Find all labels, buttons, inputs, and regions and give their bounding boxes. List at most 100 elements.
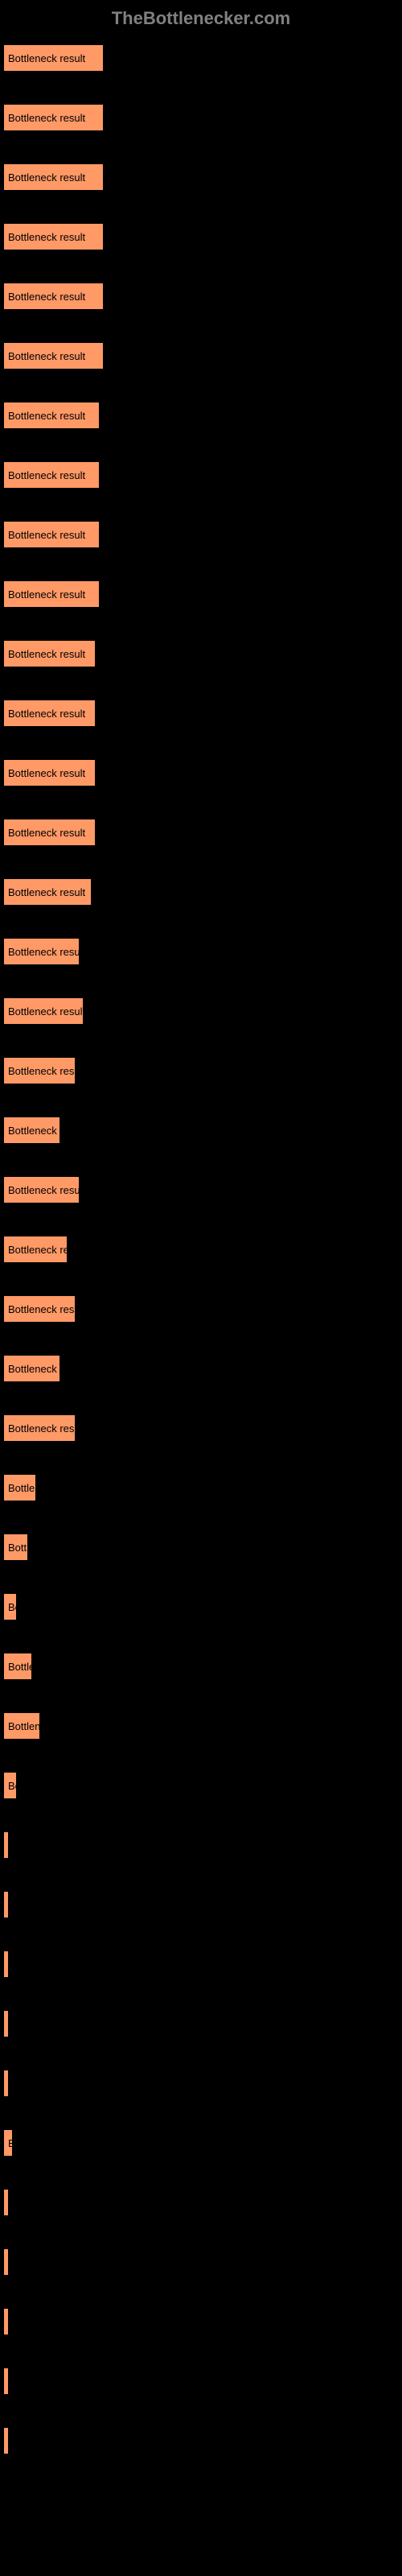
bar: Bottleneck result [4, 2309, 8, 2334]
bar-label: Bottleneck result [8, 588, 85, 601]
bar: Bottleneck result [4, 1594, 16, 1620]
bar-row: Bottleneck result [4, 402, 398, 428]
bar-label: Bottleneck result [8, 529, 85, 541]
bar-label: Bottleneck result [8, 291, 85, 303]
bar-chart: Bottleneck result Bottleneck result Bottle… [0, 37, 402, 2496]
bar: Bottleneck result [4, 2011, 8, 2037]
bar-row: Bottleneck result [4, 462, 398, 488]
bar: Bottleneck result [4, 1117, 59, 1143]
bar: Bottleneck result [4, 641, 95, 667]
bar-row: Bottleneck result [4, 2190, 398, 2215]
bar-label: Bottleneck result [8, 1661, 31, 1673]
bar-label: Bottleneck result [8, 231, 85, 243]
bar-label: Bottleneck result [8, 1482, 35, 1494]
bar-row: Bottleneck result [4, 224, 398, 250]
bar-row: Bottleneck result [4, 1117, 398, 1143]
bar-row: Bottleneck result [4, 1653, 398, 1679]
bar: Bottleneck result [4, 939, 79, 964]
bar-label: Bottleneck result [8, 1005, 83, 1018]
bar: Bottleneck result [4, 581, 99, 607]
bar: Bottleneck result [4, 343, 103, 369]
bar-row: Bottleneck result [4, 581, 398, 607]
bar: Bottleneck result [4, 1058, 75, 1084]
bar-row: Bottleneck result [4, 2070, 398, 2096]
bar-label: Bottleneck result [8, 1184, 79, 1196]
bar-row: Bottleneck result [4, 45, 398, 71]
bar-label: Bottleneck result [8, 1422, 75, 1435]
bar: Bottleneck result [4, 1356, 59, 1381]
bar: Bottleneck result [4, 819, 95, 845]
bar-row: Bottleneck result [4, 760, 398, 786]
bar-row: Bottleneck result [4, 998, 398, 1024]
bar-row: Bottleneck result [4, 1356, 398, 1381]
bar: Bottleneck result [4, 1653, 31, 1679]
bar-row: Bottleneck result [4, 1534, 398, 1560]
bar-row: Bottleneck result [4, 1892, 398, 1918]
bar-row: Bottleneck result [4, 1951, 398, 1977]
bar: Bottleneck result [4, 1415, 75, 1441]
bar: Bottleneck result [4, 1534, 27, 1560]
bar: Bottleneck result [4, 760, 95, 786]
bar-row: Bottleneck result [4, 1475, 398, 1501]
bar-row: Bottleneck result [4, 1713, 398, 1739]
bar: Bottleneck result [4, 2428, 8, 2454]
bar: Bottleneck result [4, 522, 99, 547]
bar-row: Bottleneck result [4, 1415, 398, 1441]
bar-row: Bottleneck result [4, 105, 398, 130]
bar-label: Bottleneck result [8, 1780, 16, 1792]
bar-label: Bottleneck result [8, 350, 85, 362]
bar: Bottleneck result [4, 879, 91, 905]
site-name: TheBottlenecker.com [112, 8, 291, 28]
bar-label: Bottleneck result [8, 1363, 59, 1375]
bar: Bottleneck result [4, 1951, 8, 1977]
bar-row: Bottleneck result [4, 1236, 398, 1262]
site-header: TheBottlenecker.com [0, 0, 402, 37]
bar-row: Bottleneck result [4, 2428, 398, 2454]
bar-label: Bottleneck result [8, 1244, 67, 1256]
bar: Bottleneck result [4, 2190, 8, 2215]
bar-label: Bottleneck result [8, 52, 85, 64]
bar-label: Bottleneck result [8, 1125, 59, 1137]
bar-label: Bottleneck result [8, 112, 85, 124]
bar-row: Bottleneck result [4, 641, 398, 667]
bar-row: Bottleneck result [4, 879, 398, 905]
bar: Bottleneck result [4, 402, 99, 428]
bar: Bottleneck result [4, 2130, 12, 2156]
bar-label: Bottleneck result [8, 946, 79, 958]
bar-row: Bottleneck result [4, 1594, 398, 1620]
bar-row: Bottleneck result [4, 700, 398, 726]
bar: Bottleneck result [4, 2070, 8, 2096]
bar-row: Bottleneck result [4, 1296, 398, 1322]
bar-row: Bottleneck result [4, 2368, 398, 2394]
bar: Bottleneck result [4, 2368, 8, 2394]
bar-label: Bottleneck result [8, 410, 85, 422]
bar: Bottleneck result [4, 700, 95, 726]
bar-row: Bottleneck result [4, 2249, 398, 2275]
bar-label: Bottleneck result [8, 171, 85, 184]
bar-label: Bottleneck result [8, 1601, 16, 1613]
bar-label: Bottleneck result [8, 1720, 39, 1732]
bar: Bottleneck result [4, 1475, 35, 1501]
bar-row: Bottleneck result [4, 819, 398, 845]
bar: Bottleneck result [4, 1773, 16, 1798]
bar: Bottleneck result [4, 1236, 67, 1262]
bar-row: Bottleneck result [4, 2309, 398, 2334]
bar-label: Bottleneck result [8, 648, 85, 660]
bar: Bottleneck result [4, 998, 83, 1024]
bar: Bottleneck result [4, 1177, 79, 1203]
bar-row: Bottleneck result [4, 1177, 398, 1203]
bar-row: Bottleneck result [4, 2130, 398, 2156]
bar: Bottleneck result [4, 1832, 8, 1858]
bar: Bottleneck result [4, 105, 103, 130]
bar-row: Bottleneck result [4, 1058, 398, 1084]
bar-label: Bottleneck result [8, 708, 85, 720]
bar-row: Bottleneck result [4, 283, 398, 309]
bar: Bottleneck result [4, 1296, 75, 1322]
bar-row: Bottleneck result [4, 2011, 398, 2037]
bar: Bottleneck result [4, 462, 99, 488]
bar-label: Bottleneck result [8, 827, 85, 839]
bar-row: Bottleneck result [4, 1773, 398, 1798]
bar-row: Bottleneck result [4, 522, 398, 547]
bar: Bottleneck result [4, 1892, 8, 1918]
bar-row: Bottleneck result [4, 343, 398, 369]
